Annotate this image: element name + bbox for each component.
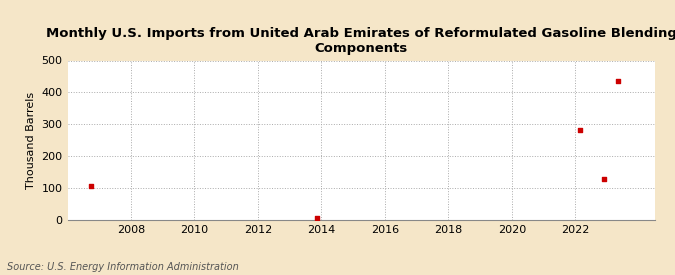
- Point: [613, 78, 624, 83]
- Point: [574, 128, 585, 132]
- Point: [311, 216, 322, 221]
- Title: Monthly U.S. Imports from United Arab Emirates of Reformulated Gasoline Blending: Monthly U.S. Imports from United Arab Em…: [46, 27, 675, 55]
- Point: [599, 176, 610, 181]
- Point: [86, 184, 97, 188]
- Text: Source: U.S. Energy Information Administration: Source: U.S. Energy Information Administ…: [7, 262, 238, 272]
- Y-axis label: Thousand Barrels: Thousand Barrels: [26, 92, 36, 189]
